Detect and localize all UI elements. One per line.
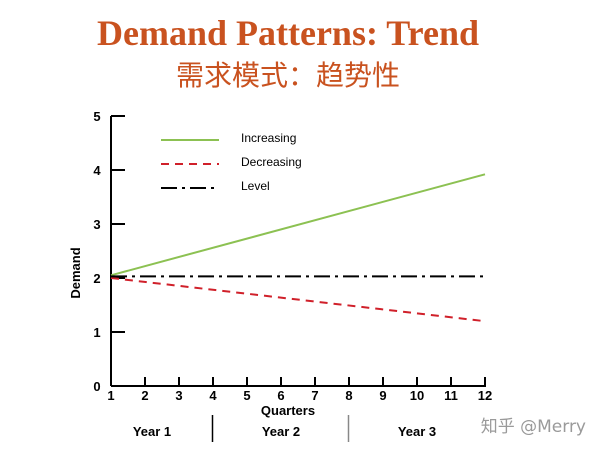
series-line-increasing	[110, 173, 486, 277]
legend-label: Level	[241, 179, 270, 193]
x-tick-label: 9	[379, 388, 386, 403]
y-tick-label: 4	[93, 163, 101, 178]
y-tick-label: 1	[93, 325, 100, 340]
x-axis-label: Quarters	[261, 403, 315, 418]
x-tick-label: 8	[345, 388, 352, 403]
series-line-decreasing	[110, 277, 486, 323]
x-tick-label: 5	[243, 388, 250, 403]
chart-subtitle: 需求模式：趋势性	[175, 59, 400, 92]
year-label: Year 3	[398, 424, 436, 439]
watermark: 知乎 @Merry	[480, 417, 586, 437]
y-tick-label: 2	[93, 271, 100, 286]
x-tick-label: 6	[277, 388, 284, 403]
year-label: Year 1	[133, 424, 171, 439]
x-tick-label: 2	[141, 388, 148, 403]
legend-label: Decreasing	[241, 155, 302, 169]
x-tick-label: 3	[175, 388, 182, 403]
legend-label: Increasing	[241, 131, 296, 145]
x-tick-label: 12	[478, 388, 492, 403]
year-label: Year 2	[262, 424, 300, 439]
y-tick-label: 5	[93, 109, 100, 124]
x-tick-label: 1	[107, 388, 114, 403]
chart-title: Demand Patterns: Trend	[97, 13, 479, 53]
x-tick-label: 10	[410, 388, 424, 403]
x-tick-label: 7	[311, 388, 318, 403]
y-tick-label: 3	[93, 217, 100, 232]
x-tick-label: 4	[209, 388, 217, 403]
y-tick-label: 0	[93, 379, 100, 394]
x-tick-label: 11	[444, 388, 458, 403]
y-axis-label: Demand	[68, 247, 83, 298]
